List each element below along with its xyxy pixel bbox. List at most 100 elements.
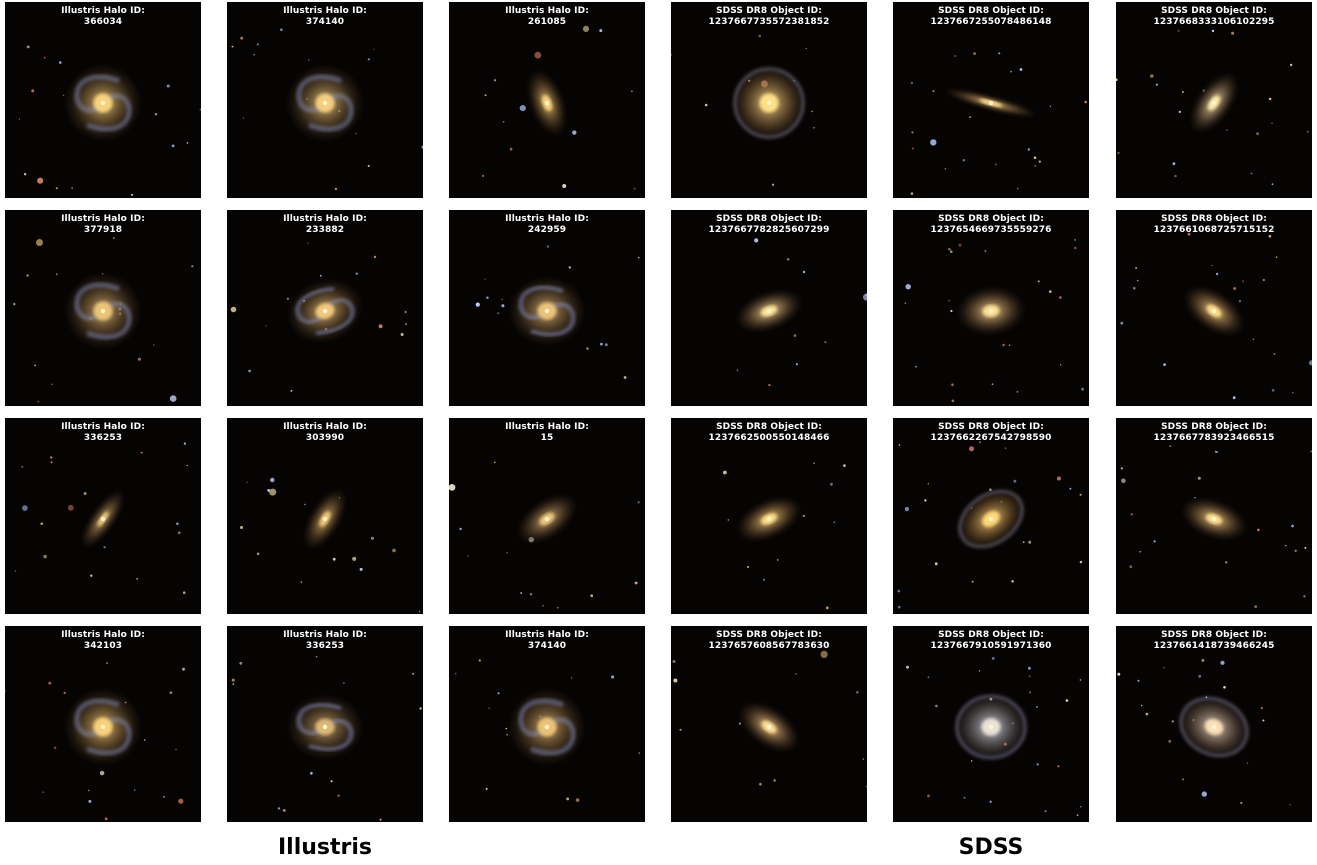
background-star [34, 364, 36, 367]
tile-caption: Illustris Halo ID: 374140 [227, 6, 423, 27]
galaxy [735, 289, 803, 333]
caption-id-label: Illustris Halo ID: [61, 6, 145, 16]
background-star [813, 126, 815, 129]
background-star [830, 482, 833, 486]
illustris-galaxy-tile: Illustris Halo ID: 374140 [449, 626, 645, 822]
background-star [392, 548, 396, 553]
background-star [1201, 659, 1205, 662]
galaxy-image [227, 626, 423, 822]
background-star [582, 25, 590, 32]
background-star [1048, 290, 1052, 293]
background-star [421, 145, 423, 149]
tile-caption: Illustris Halo ID: 366034 [5, 6, 201, 27]
background-star [1076, 814, 1079, 817]
galaxy [285, 693, 365, 761]
background-star [493, 79, 497, 82]
caption-id-value: 342103 [83, 640, 123, 651]
background-star [1294, 549, 1297, 552]
background-star [1307, 131, 1309, 133]
background-star [802, 514, 805, 518]
background-star [771, 183, 775, 186]
background-star [280, 28, 283, 32]
sdss-galaxy-tile: SDSS DR8 Object ID: 1237667735572381852 [671, 2, 867, 198]
galaxy [80, 489, 126, 549]
background-star [951, 399, 955, 403]
background-star [169, 691, 173, 694]
background-star [63, 691, 66, 695]
background-star [1257, 528, 1260, 532]
background-star [1036, 763, 1039, 766]
galaxy-image [5, 210, 201, 406]
galaxy [63, 271, 143, 351]
galaxy-image [1116, 626, 1312, 822]
tile-caption: SDSS DR8 Object ID: 1237662267542798590 [893, 422, 1089, 443]
background-star [253, 53, 255, 56]
background-star [1174, 174, 1177, 178]
background-star [131, 193, 134, 196]
caption-id-label: Illustris Halo ID: [283, 6, 367, 16]
tile-caption: Illustris Halo ID: 233882 [227, 214, 423, 235]
background-star [989, 800, 992, 803]
background-star [449, 484, 456, 491]
background-star [950, 309, 953, 313]
galaxy-image [671, 210, 867, 406]
background-star [1172, 162, 1176, 166]
caption-id-value: 15 [540, 432, 554, 443]
background-star [484, 94, 487, 97]
background-star [307, 242, 309, 244]
background-star [50, 456, 53, 459]
galaxy [1176, 694, 1252, 760]
background-star [906, 665, 909, 669]
caption-id-label: Illustris Halo ID: [505, 214, 589, 224]
background-star [1016, 391, 1019, 393]
background-star [191, 265, 194, 268]
background-star [754, 238, 759, 243]
galaxy [63, 687, 143, 767]
caption-id-label: SDSS DR8 Object ID: [1161, 422, 1267, 432]
background-star [1226, 129, 1228, 131]
background-star [136, 577, 139, 580]
background-star [171, 144, 175, 148]
background-star [137, 357, 141, 361]
caption-id-label: Illustris Halo ID: [61, 214, 145, 224]
background-star [1150, 74, 1154, 78]
background-star [600, 342, 603, 346]
background-star [1304, 546, 1307, 549]
background-star [404, 310, 407, 314]
background-star [897, 589, 901, 593]
background-star [910, 81, 914, 85]
background-star [1121, 478, 1126, 484]
background-star [763, 578, 765, 581]
background-star [1137, 679, 1140, 682]
background-star [1268, 97, 1272, 101]
background-star [1309, 360, 1312, 366]
background-star [343, 682, 345, 684]
background-star [673, 678, 678, 683]
background-star [1117, 672, 1121, 676]
background-star [802, 270, 806, 274]
background-star [623, 376, 627, 379]
tile-caption: SDSS DR8 Object ID: 1237661068725715152 [1116, 214, 1312, 235]
background-star [186, 464, 188, 467]
background-star [282, 809, 286, 812]
tile-caption: Illustris Halo ID: 242959 [449, 214, 645, 235]
background-star [506, 552, 508, 554]
background-star [843, 464, 846, 467]
background-star [704, 103, 708, 107]
background-star [18, 118, 20, 120]
tile-caption: SDSS DR8 Object ID: 1237667782825607299 [671, 214, 867, 235]
background-star [1049, 105, 1052, 108]
tile-caption: SDSS DR8 Object ID: 1237667783923466515 [1116, 422, 1312, 443]
background-star [182, 667, 185, 671]
tile-caption: SDSS DR8 Object ID: 1237667735572381852 [671, 6, 867, 27]
background-star [759, 782, 762, 786]
background-star [176, 522, 179, 525]
background-star [63, 94, 65, 96]
background-star [53, 746, 57, 749]
background-star [1019, 68, 1023, 71]
background-star [1246, 762, 1249, 764]
background-star [1120, 321, 1124, 325]
illustris-group-label: Illustris [277, 835, 373, 860]
background-star [1268, 234, 1272, 238]
caption-id-value: 242959 [527, 224, 567, 235]
